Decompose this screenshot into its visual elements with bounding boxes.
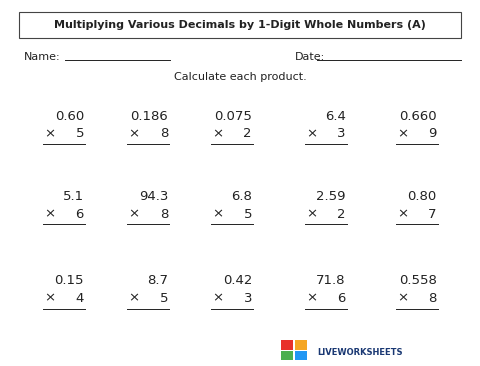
Text: ×: ×: [44, 292, 55, 305]
FancyBboxPatch shape: [281, 340, 293, 350]
Text: 0.660: 0.660: [399, 109, 437, 123]
Text: 6: 6: [337, 292, 346, 305]
Text: ×: ×: [128, 292, 139, 305]
Text: ×: ×: [212, 127, 223, 140]
Text: 0.42: 0.42: [223, 274, 252, 287]
Text: 9: 9: [429, 127, 437, 140]
Text: 2.59: 2.59: [316, 190, 346, 203]
Text: ×: ×: [397, 208, 408, 221]
Text: 71.8: 71.8: [316, 274, 346, 287]
Text: 4: 4: [76, 292, 84, 305]
FancyBboxPatch shape: [281, 351, 293, 360]
Text: 8.7: 8.7: [147, 274, 168, 287]
Text: 0.60: 0.60: [55, 109, 84, 123]
Text: 0.075: 0.075: [214, 109, 252, 123]
Text: ×: ×: [44, 208, 55, 221]
Text: ×: ×: [397, 127, 408, 140]
Text: ×: ×: [212, 292, 223, 305]
Text: 0.186: 0.186: [130, 109, 168, 123]
Text: ×: ×: [306, 127, 317, 140]
Text: ×: ×: [306, 208, 317, 221]
Text: ×: ×: [44, 127, 55, 140]
FancyBboxPatch shape: [295, 340, 307, 350]
Text: 6.4: 6.4: [325, 109, 346, 123]
Text: ×: ×: [212, 208, 223, 221]
Text: 5: 5: [75, 127, 84, 140]
Text: 2: 2: [243, 127, 252, 140]
Text: 5.1: 5.1: [63, 190, 84, 203]
Text: 8: 8: [160, 208, 168, 221]
Text: 6.8: 6.8: [231, 190, 252, 203]
Text: 8: 8: [429, 292, 437, 305]
Text: ×: ×: [306, 292, 317, 305]
Text: 8: 8: [160, 127, 168, 140]
Text: Calculate each product.: Calculate each product.: [174, 72, 306, 82]
Text: ×: ×: [128, 127, 139, 140]
Text: LIVEWORKSHEETS: LIVEWORKSHEETS: [317, 348, 402, 356]
Text: 0.15: 0.15: [55, 274, 84, 287]
Text: Date:: Date:: [295, 52, 325, 62]
Text: ×: ×: [128, 208, 139, 221]
Text: 3: 3: [337, 127, 346, 140]
Text: 0.80: 0.80: [408, 190, 437, 203]
Text: Name:: Name:: [24, 52, 60, 62]
Text: 7: 7: [428, 208, 437, 221]
Text: Multiplying Various Decimals by 1-Digit Whole Numbers (A): Multiplying Various Decimals by 1-Digit …: [54, 20, 426, 30]
Text: 6: 6: [76, 208, 84, 221]
Text: 0.558: 0.558: [399, 274, 437, 287]
Text: 5: 5: [243, 208, 252, 221]
Text: 5: 5: [159, 292, 168, 305]
FancyBboxPatch shape: [19, 12, 461, 38]
Text: 94.3: 94.3: [139, 190, 168, 203]
Text: 3: 3: [243, 292, 252, 305]
Text: 2: 2: [337, 208, 346, 221]
FancyBboxPatch shape: [295, 351, 307, 360]
Text: ×: ×: [397, 292, 408, 305]
